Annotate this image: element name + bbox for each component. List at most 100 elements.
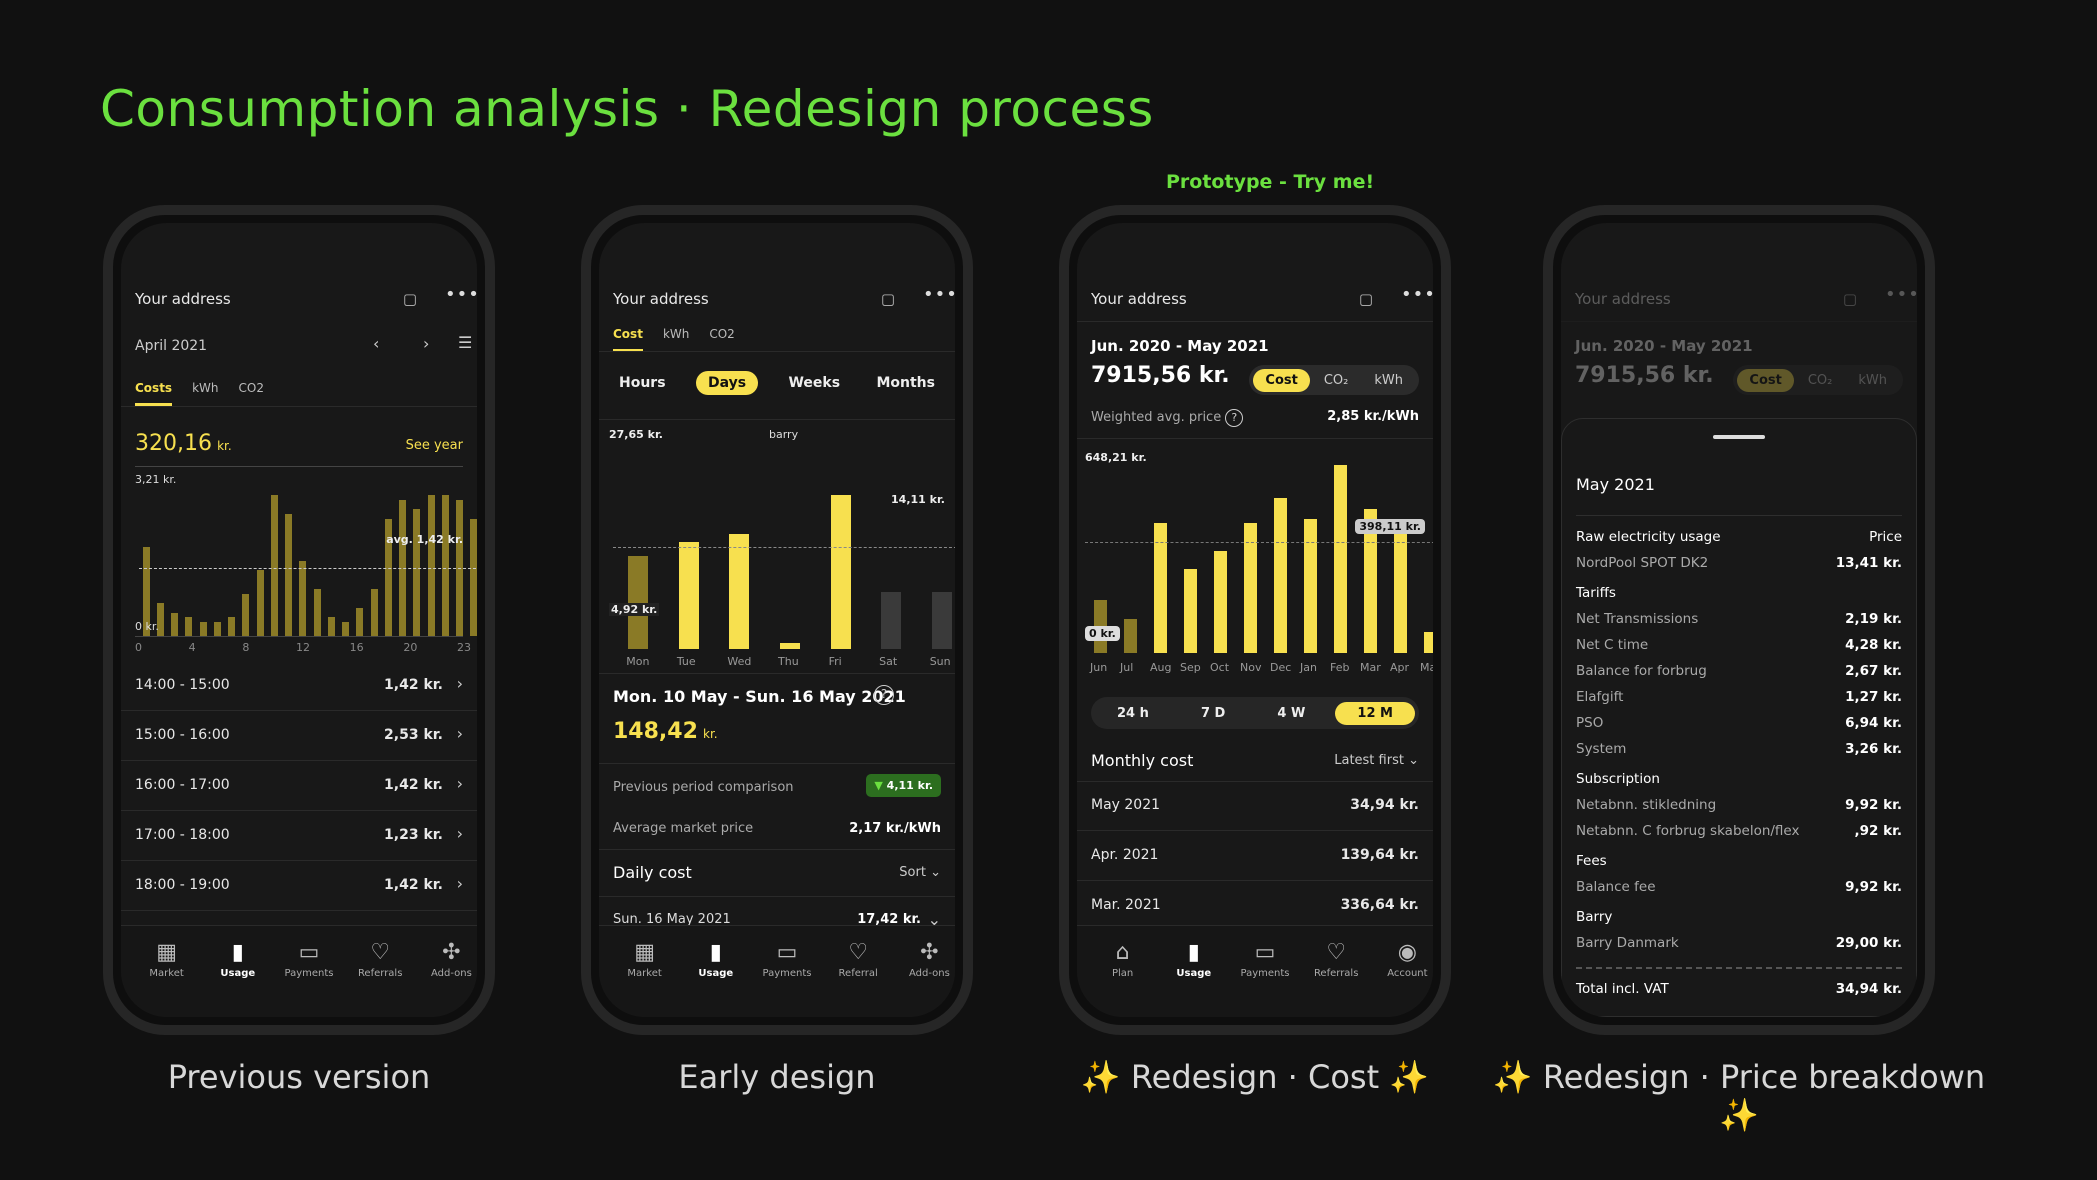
range-12m[interactable]: 12 M	[1335, 701, 1415, 725]
address-label[interactable]: Your address	[613, 290, 709, 308]
sort-dropdown[interactable]: Sort ⌄	[899, 865, 941, 880]
nav-item-addons[interactable]: ✣ Add-ons	[416, 940, 477, 979]
range-24h[interactable]: 24 h	[1117, 705, 1149, 721]
line-value: 9,92 kr.	[1845, 879, 1902, 895]
month-row-label: Apr. 2021	[1091, 847, 1159, 863]
nav-item-usage[interactable]: ▮ Usage	[681, 940, 751, 979]
line-label: System	[1576, 741, 1627, 757]
nav-item-referral[interactable]: ♡ Referral	[823, 940, 893, 979]
average-line	[139, 568, 477, 570]
period-weeks[interactable]: Weeks	[788, 375, 841, 391]
nav-item-payments[interactable]: ▭ Payments	[752, 940, 822, 979]
chart-bar	[299, 560, 307, 636]
x-tick: Jan	[1300, 661, 1317, 674]
more-icon[interactable]: •••	[445, 284, 477, 305]
x-tick: Sep	[1180, 661, 1201, 674]
month-label: April 2021	[135, 338, 208, 354]
month-row[interactable]: May 2021 34,94 kr.	[1077, 781, 1433, 831]
tab-costs[interactable]: Costs	[135, 381, 173, 406]
weighted-label: Weighted avg. price ?	[1091, 409, 1244, 427]
tab-kwh[interactable]: kWh	[662, 327, 690, 341]
nav-item-addons[interactable]: ✣ Add-ons	[894, 940, 955, 979]
nav-item-usage[interactable]: ▮ Usage	[1159, 940, 1229, 979]
range-4w[interactable]: 4 W	[1277, 705, 1306, 721]
sort-label: Sort	[899, 865, 926, 880]
line-value: 9,92 kr.	[1845, 797, 1902, 813]
hour-row[interactable]: 16:00 - 17:00 1,42 kr. ›	[121, 761, 477, 811]
toggle-co2[interactable]: CO₂	[1323, 372, 1349, 388]
breakdown-line: PSO 6,94 kr.	[1576, 715, 1902, 731]
usage-icon: ▮	[709, 940, 722, 965]
period-hours[interactable]: Hours	[619, 375, 666, 391]
nav-item-usage[interactable]: ▮ Usage	[203, 940, 273, 979]
sort-dropdown[interactable]: Latest first ⌄	[1334, 753, 1419, 768]
chart-bar	[199, 621, 207, 636]
tab-co2[interactable]: CO2	[709, 327, 735, 341]
nav-item-payments[interactable]: ▭ Payments	[274, 940, 344, 979]
range-7d[interactable]: 7 D	[1200, 705, 1226, 721]
total-incl-vat: 34,94 kr.	[1835, 981, 1902, 997]
period-months[interactable]: Months	[876, 375, 935, 391]
tab-co2[interactable]: CO2	[238, 381, 264, 395]
chevron-left-icon[interactable]: ‹	[373, 334, 380, 353]
month-row[interactable]: Apr. 2021 139,64 kr.	[1077, 831, 1433, 881]
hour-row-value: 1,23 kr.	[384, 827, 443, 843]
nav-item-market[interactable]: ▦ Market	[610, 940, 680, 979]
more-icon[interactable]: •••	[1401, 284, 1433, 305]
avg-label: avg. 1,42 kr.	[386, 533, 463, 546]
line-label: Netabnn. stikledning	[1576, 797, 1717, 813]
hour-row[interactable]: 17:00 - 18:00 1,23 kr. ›	[121, 811, 477, 861]
average-line	[613, 546, 955, 548]
period-days[interactable]: Days	[695, 371, 759, 395]
help-icon[interactable]: ?	[1225, 409, 1244, 427]
x-axis: Jun Jul Aug Sep Oct Nov Dec Jan Feb Mar Apr May	[1085, 661, 1433, 675]
top-label: 27,65 kr.	[609, 428, 663, 441]
see-year-link[interactable]: See year	[405, 438, 463, 453]
nav-item-market[interactable]: ▦ Market	[132, 940, 202, 979]
page-heading: Consumption analysis · Redesign process	[100, 80, 1154, 138]
hour-row[interactable]: 15:00 - 16:00 2,53 kr. ›	[121, 711, 477, 761]
chevron-right-icon[interactable]: ›	[423, 334, 430, 353]
comparison-value: 4,11 kr.	[886, 779, 933, 792]
tab-kwh[interactable]: kWh	[192, 381, 219, 395]
total-value: 320,16	[135, 431, 212, 456]
chat-icon[interactable]: ▢	[402, 290, 418, 308]
address-label[interactable]: Your address	[1091, 290, 1187, 308]
toggle-cost[interactable]: Cost	[1253, 368, 1310, 392]
line-value: 13,41 kr.	[1835, 555, 1902, 571]
line-value: 6,94 kr.	[1845, 715, 1902, 731]
hour-row-time: 16:00 - 17:00	[135, 777, 230, 793]
prototype-label[interactable]: Prototype - Try me!	[1166, 171, 1375, 193]
chat-icon: ▢	[1842, 290, 1858, 308]
chart-bar	[1153, 522, 1167, 653]
nav-item-referrals[interactable]: ♡ Referrals	[345, 940, 415, 979]
chat-icon[interactable]: ▢	[1358, 290, 1374, 308]
chat-icon[interactable]: ▢	[880, 290, 896, 308]
nav-item-payments[interactable]: ▭ Payments	[1230, 940, 1300, 979]
filter-icon[interactable]: ☰	[458, 333, 473, 352]
nav-label: Market	[149, 968, 184, 979]
nav-item-referrals[interactable]: ♡ Referrals	[1301, 940, 1371, 979]
nav-label: Plan	[1111, 968, 1134, 979]
chart-bar	[356, 607, 364, 636]
more-icon[interactable]: •••	[923, 284, 955, 305]
help-icon[interactable]: ?	[874, 685, 894, 705]
tab-cost[interactable]: Cost	[613, 327, 643, 352]
chart-bar	[729, 534, 750, 649]
toggle-kwh[interactable]: kWh	[1374, 372, 1403, 388]
zero-label: 0 kr.	[1085, 626, 1120, 641]
hour-row[interactable]: 18:00 - 19:00 1,42 kr. ›	[121, 861, 477, 911]
line-label: Elafgift	[1576, 689, 1624, 705]
breakdown-line: Elafgift 1,27 kr.	[1576, 689, 1902, 705]
nav-item-account[interactable]: ◉ Account	[1372, 940, 1433, 979]
month-row[interactable]: Mar. 2021 336,64 kr.	[1077, 881, 1433, 931]
breakdown-line: System 3,26 kr.	[1576, 741, 1902, 757]
address-label[interactable]: Your address	[135, 290, 231, 308]
hour-row[interactable]: 14:00 - 15:00 1,42 kr. ›	[121, 661, 477, 711]
x-tick: Dec	[1270, 661, 1292, 674]
chart-bar	[213, 621, 221, 636]
sheet-handle[interactable]	[1713, 435, 1765, 439]
nav-item-plan[interactable]: ⌂ Plan	[1088, 940, 1158, 979]
addons-icon: ✣	[442, 940, 461, 965]
x-axis: Mon Tue Wed Thu Fri Sat Sun	[613, 655, 955, 669]
